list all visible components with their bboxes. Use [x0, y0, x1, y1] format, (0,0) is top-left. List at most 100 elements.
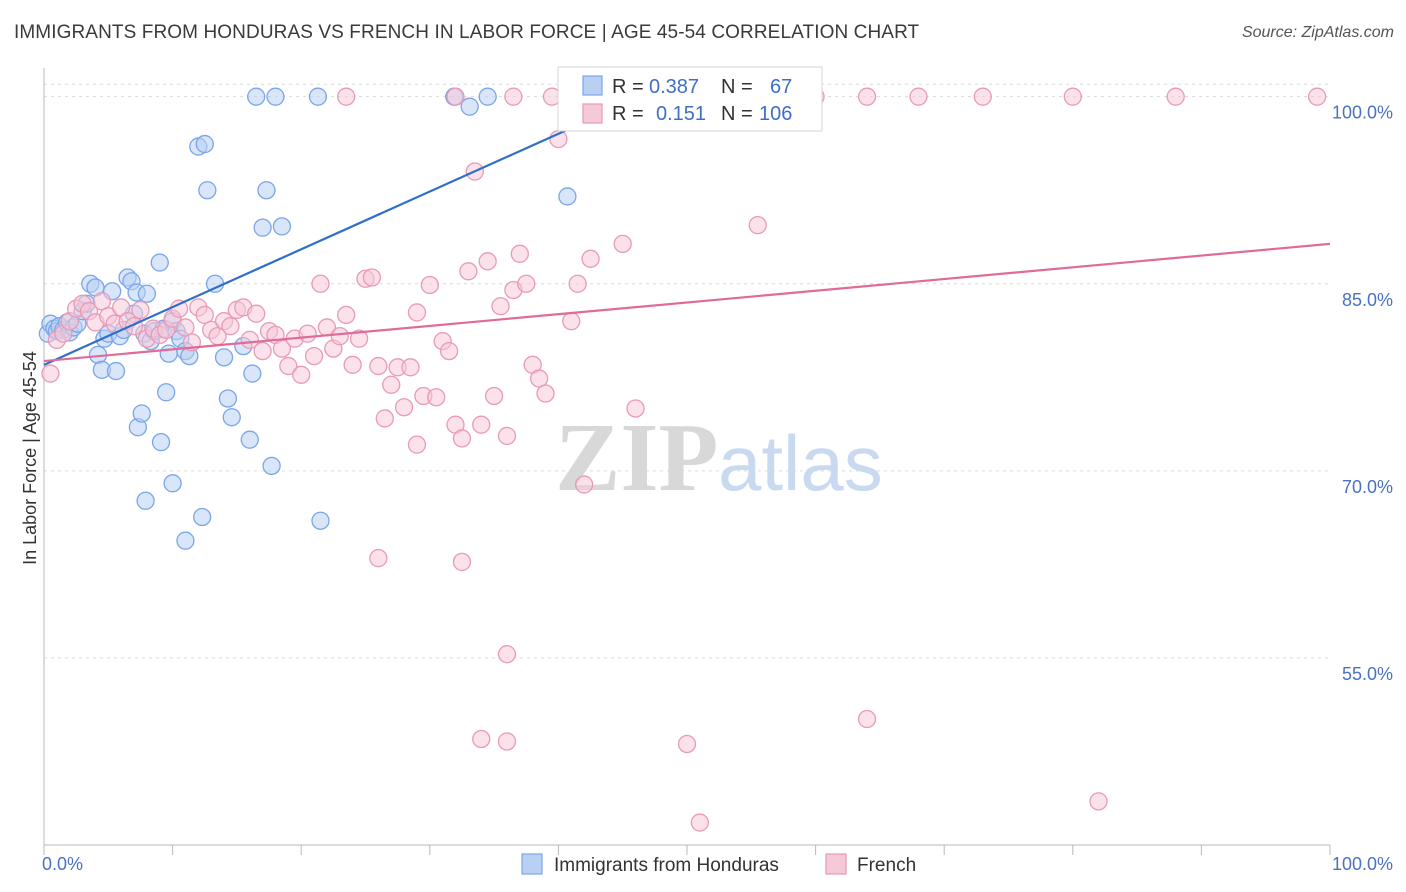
- french-point: [382, 375, 401, 394]
- french-point: [973, 87, 992, 106]
- french-point: [337, 87, 356, 106]
- honduras-point: [198, 181, 217, 200]
- honduras-point: [311, 511, 330, 530]
- french-point: [510, 244, 529, 263]
- y-tick-label: 70.0%: [1342, 477, 1393, 497]
- french-point: [677, 734, 697, 754]
- french-point: [337, 305, 356, 325]
- french-point: [439, 341, 459, 361]
- honduras-point: [218, 389, 238, 408]
- honduras-point: [193, 507, 212, 527]
- y-tick-label: 85.0%: [1342, 290, 1393, 310]
- honduras-point: [150, 253, 169, 272]
- chart-source: Source: ZipAtlas.com: [1241, 24, 1394, 41]
- honduras-point: [247, 87, 266, 106]
- legend-label-french: French: [857, 855, 916, 876]
- honduras-point: [163, 474, 182, 493]
- french-point: [253, 341, 272, 361]
- french-point: [407, 303, 427, 322]
- honduras-point: [132, 404, 151, 423]
- french-point: [459, 262, 478, 281]
- trend-line-honduras: [43, 89, 656, 366]
- french-point: [748, 215, 767, 235]
- stats-legend: R = 0.387 N = 67 R = 0.151 N = 106: [557, 66, 823, 132]
- series-french-points: [41, 87, 1327, 832]
- french-point: [497, 426, 517, 446]
- honduras-point: [558, 187, 577, 206]
- french-point: [279, 356, 298, 376]
- french-point: [375, 409, 394, 428]
- honduras-point: [222, 408, 241, 427]
- honduras-point: [195, 134, 214, 154]
- french-point: [452, 429, 472, 448]
- x-tick-label-max: 100.0%: [1332, 854, 1393, 874]
- watermark-atlas: atlas: [718, 419, 883, 507]
- french-point: [504, 87, 523, 106]
- french-point: [497, 645, 517, 664]
- french-point: [41, 364, 60, 383]
- french-point: [1063, 87, 1082, 106]
- honduras-point: [214, 348, 234, 367]
- honduras-point: [151, 433, 171, 452]
- stats-n-value-french: 106: [759, 103, 792, 125]
- french-point: [581, 249, 600, 268]
- french-point: [574, 475, 594, 494]
- legend-swatch-french: [825, 853, 847, 875]
- legend-label-honduras: Immigrants from Honduras: [554, 855, 779, 876]
- honduras-point: [159, 344, 178, 363]
- stats-r-value-honduras: 0.387: [649, 76, 699, 98]
- y-tick-label: 55.0%: [1342, 664, 1393, 684]
- french-point: [472, 729, 491, 749]
- series-legend: Immigrants from Honduras French: [521, 853, 916, 876]
- french-point: [247, 304, 266, 323]
- french-point: [626, 399, 645, 418]
- french-point: [452, 552, 472, 572]
- french-point: [292, 365, 311, 384]
- french-point: [1166, 87, 1185, 106]
- honduras-point: [176, 531, 195, 550]
- french-point: [478, 252, 497, 271]
- french-point: [169, 299, 189, 318]
- legend-swatch-honduras: [521, 853, 543, 875]
- french-point: [446, 87, 465, 106]
- french-point: [420, 275, 439, 295]
- honduras-point: [257, 181, 276, 200]
- axes: [43, 68, 1331, 855]
- stats-n-label-honduras: N =: [721, 76, 753, 98]
- french-point: [369, 356, 388, 376]
- watermark: ZIP atlas: [555, 404, 883, 512]
- french-point: [221, 317, 240, 336]
- french-point: [394, 398, 414, 417]
- french-point: [330, 326, 349, 346]
- french-point: [857, 709, 877, 729]
- french-point: [349, 329, 369, 348]
- honduras-point: [266, 87, 285, 106]
- y-axis-label: In Labor Force | Age 45-54: [20, 351, 40, 565]
- stats-n-value-honduras: 67: [770, 76, 792, 98]
- stats-n-label-french: N =: [721, 103, 753, 125]
- honduras-point: [262, 456, 281, 476]
- french-point: [690, 813, 710, 832]
- gridlines: [44, 83, 1330, 659]
- honduras-point: [243, 364, 262, 383]
- french-point: [491, 297, 510, 316]
- honduras-point: [157, 383, 176, 402]
- french-point: [1307, 87, 1327, 106]
- honduras-point: [308, 87, 328, 106]
- chart-title: IMMIGRANTS FROM HONDURAS VS FRENCH IN LA…: [14, 22, 920, 43]
- stats-swatch-french: [582, 103, 603, 124]
- french-point: [407, 435, 427, 454]
- french-point: [484, 386, 504, 406]
- french-point: [311, 274, 330, 293]
- honduras-point: [136, 491, 155, 510]
- french-point: [131, 300, 150, 320]
- honduras-point: [137, 284, 157, 303]
- french-point: [472, 415, 491, 434]
- stats-swatch-honduras: [582, 75, 603, 96]
- french-point: [427, 388, 446, 407]
- french-point: [401, 358, 420, 377]
- french-point: [613, 234, 632, 254]
- honduras-point: [460, 97, 479, 116]
- honduras-point: [272, 217, 292, 236]
